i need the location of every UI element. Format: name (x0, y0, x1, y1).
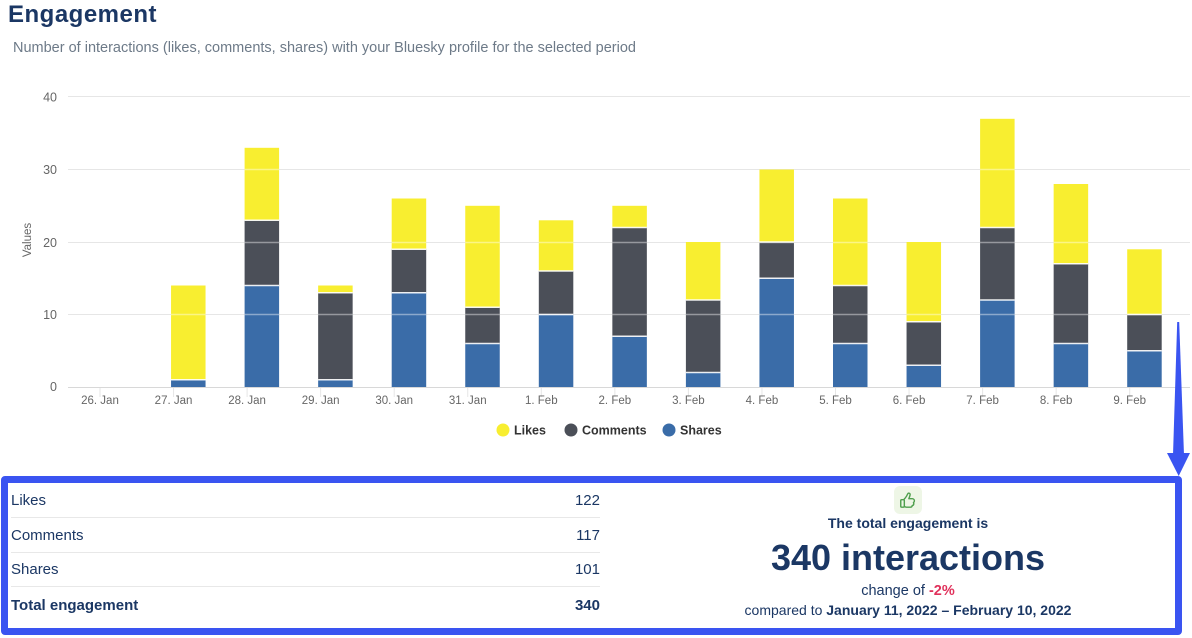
svg-text:2. Feb: 2. Feb (599, 395, 632, 407)
svg-text:6. Feb: 6. Feb (893, 395, 926, 407)
svg-text:10: 10 (43, 308, 57, 322)
svg-text:29. Jan: 29. Jan (302, 395, 340, 407)
svg-text:30. Jan: 30. Jan (375, 395, 413, 407)
svg-text:30: 30 (43, 163, 57, 177)
svg-text:1. Feb: 1. Feb (525, 395, 558, 407)
svg-text:Shares: Shares (680, 424, 722, 438)
svg-text:27. Jan: 27. Jan (155, 395, 193, 407)
svg-text:7. Feb: 7. Feb (966, 395, 999, 407)
svg-text:Values: Values (22, 223, 34, 258)
svg-text:8. Feb: 8. Feb (1040, 395, 1073, 407)
svg-text:28. Jan: 28. Jan (228, 395, 266, 407)
svg-text:5. Feb: 5. Feb (819, 395, 852, 407)
svg-text:Comments: Comments (582, 424, 647, 438)
svg-text:31. Jan: 31. Jan (449, 395, 487, 407)
svg-text:40: 40 (43, 91, 57, 105)
svg-text:3. Feb: 3. Feb (672, 395, 705, 407)
svg-text:26. Jan: 26. Jan (81, 395, 119, 407)
svg-text:20: 20 (43, 236, 57, 250)
svg-text:Likes: Likes (514, 424, 546, 438)
svg-text:0: 0 (50, 380, 57, 394)
svg-text:9. Feb: 9. Feb (1113, 395, 1146, 407)
svg-text:4. Feb: 4. Feb (746, 395, 779, 407)
